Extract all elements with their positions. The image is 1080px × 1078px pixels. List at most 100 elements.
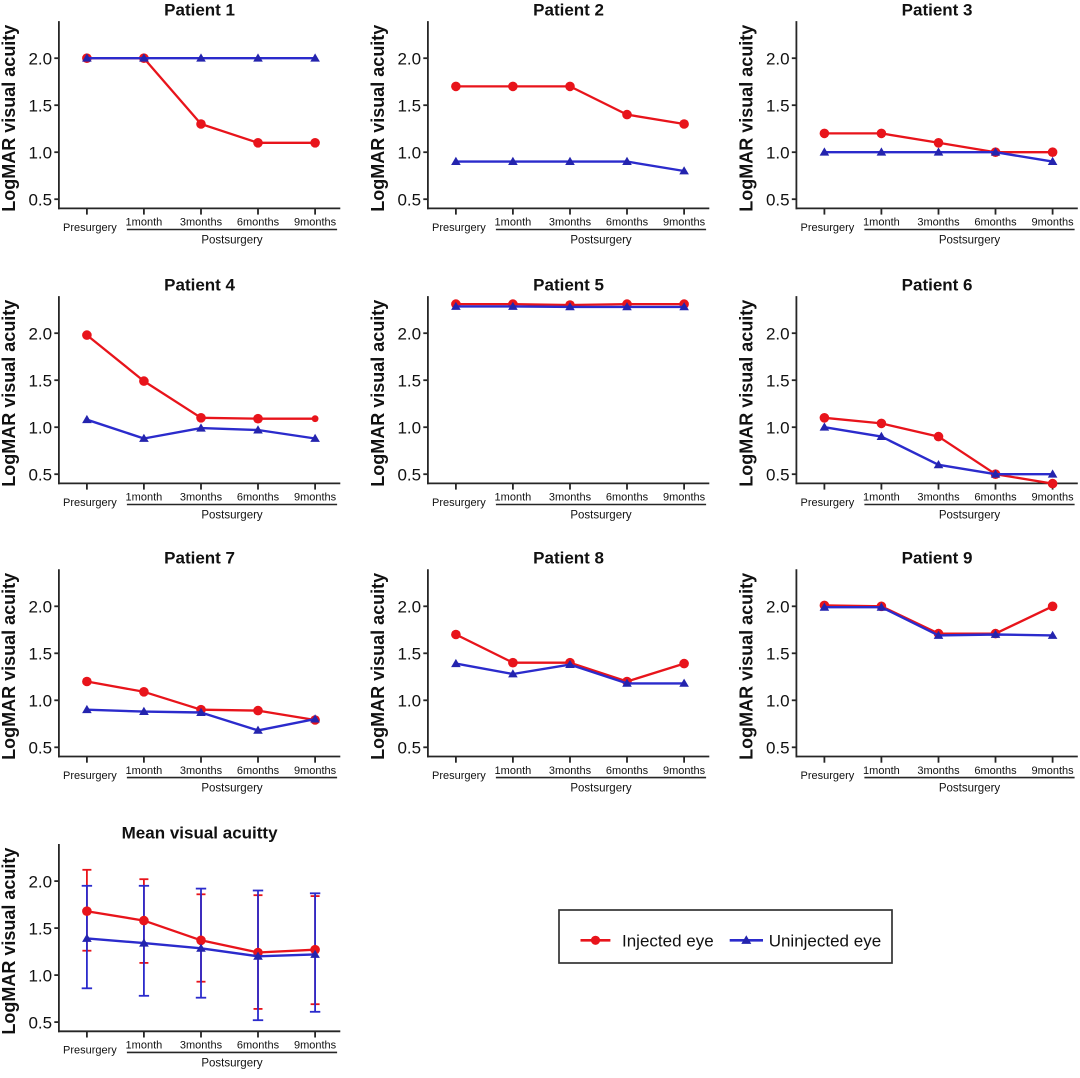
svg-text:Postsurgery: Postsurgery xyxy=(939,235,1001,247)
svg-text:6months: 6months xyxy=(237,1040,280,1052)
svg-text:1.5: 1.5 xyxy=(397,645,421,664)
svg-text:1.5: 1.5 xyxy=(28,371,52,390)
svg-text:6months: 6months xyxy=(237,217,280,229)
svg-text:3months: 3months xyxy=(917,765,960,777)
svg-text:0.5: 0.5 xyxy=(766,190,790,209)
svg-text:9months: 9months xyxy=(663,765,706,777)
svg-text:0.5: 0.5 xyxy=(766,465,790,484)
svg-text:6months: 6months xyxy=(974,765,1017,777)
svg-text:3months: 3months xyxy=(180,217,223,229)
svg-text:Patient 7: Patient 7 xyxy=(164,549,235,568)
svg-text:2.0: 2.0 xyxy=(397,598,421,617)
svg-text:1.0: 1.0 xyxy=(766,692,790,711)
svg-text:LogMAR visual acuity: LogMAR visual acuity xyxy=(368,300,388,487)
svg-text:3months: 3months xyxy=(180,492,223,504)
svg-text:2.0: 2.0 xyxy=(28,49,52,68)
svg-text:3months: 3months xyxy=(917,217,960,229)
svg-text:Presurgery: Presurgery xyxy=(432,222,486,234)
svg-text:Patient 8: Patient 8 xyxy=(533,549,604,568)
svg-text:0.5: 0.5 xyxy=(397,739,421,758)
svg-text:Patient 9: Patient 9 xyxy=(902,549,973,568)
svg-text:1month: 1month xyxy=(126,765,163,777)
svg-text:2.0: 2.0 xyxy=(28,324,52,343)
svg-text:2.0: 2.0 xyxy=(397,49,421,68)
svg-text:9months: 9months xyxy=(663,492,706,504)
svg-text:1month: 1month xyxy=(495,492,532,504)
svg-text:9months: 9months xyxy=(663,217,706,229)
svg-text:9months: 9months xyxy=(294,765,337,777)
svg-text:Presurgery: Presurgery xyxy=(63,497,117,509)
svg-text:LogMAR visual acuity: LogMAR visual acuity xyxy=(0,300,19,487)
svg-text:1month: 1month xyxy=(863,765,900,777)
svg-text:3months: 3months xyxy=(549,217,592,229)
svg-text:Presurgery: Presurgery xyxy=(63,1045,117,1057)
svg-text:1.0: 1.0 xyxy=(28,692,52,711)
svg-text:1.0: 1.0 xyxy=(28,143,52,162)
svg-text:9months: 9months xyxy=(1031,492,1074,504)
svg-text:Postsurgery: Postsurgery xyxy=(201,1058,263,1070)
svg-text:Postsurgery: Postsurgery xyxy=(570,783,632,795)
svg-text:LogMAR visual acuity: LogMAR visual acuity xyxy=(736,300,756,487)
svg-text:1.5: 1.5 xyxy=(28,96,52,115)
svg-text:9months: 9months xyxy=(294,217,337,229)
svg-text:3months: 3months xyxy=(549,492,592,504)
svg-text:1.0: 1.0 xyxy=(397,692,421,711)
svg-text:1.0: 1.0 xyxy=(766,143,790,162)
svg-text:9months: 9months xyxy=(1031,217,1074,229)
svg-text:Patient 2: Patient 2 xyxy=(533,1,604,20)
svg-text:Patient 4: Patient 4 xyxy=(164,276,235,295)
svg-text:Presurgery: Presurgery xyxy=(801,222,855,234)
svg-text:1.5: 1.5 xyxy=(28,919,52,938)
svg-text:1.0: 1.0 xyxy=(28,966,52,985)
svg-text:3months: 3months xyxy=(180,1040,223,1052)
svg-text:LogMAR visual acuity: LogMAR visual acuity xyxy=(368,25,388,212)
svg-text:LogMAR visual acuity: LogMAR visual acuity xyxy=(736,25,756,212)
svg-text:1month: 1month xyxy=(126,492,163,504)
svg-text:Patient 1: Patient 1 xyxy=(164,1,235,20)
svg-text:Postsurgery: Postsurgery xyxy=(201,510,263,522)
svg-text:1.5: 1.5 xyxy=(766,371,790,390)
svg-text:1month: 1month xyxy=(863,492,900,504)
svg-text:1.5: 1.5 xyxy=(397,371,421,390)
svg-text:2.0: 2.0 xyxy=(28,598,52,617)
svg-text:0.5: 0.5 xyxy=(766,739,790,758)
svg-text:2.0: 2.0 xyxy=(766,324,790,343)
svg-text:1.0: 1.0 xyxy=(28,418,52,437)
svg-text:2.0: 2.0 xyxy=(766,49,790,68)
svg-text:3months: 3months xyxy=(180,765,223,777)
svg-text:0.5: 0.5 xyxy=(397,190,421,209)
svg-text:2.0: 2.0 xyxy=(766,598,790,617)
svg-text:6months: 6months xyxy=(606,492,649,504)
svg-text:0.5: 0.5 xyxy=(28,465,52,484)
svg-text:Presurgery: Presurgery xyxy=(432,770,486,782)
svg-text:1month: 1month xyxy=(863,217,900,229)
svg-text:Mean visual acuitty: Mean visual acuitty xyxy=(122,824,278,843)
svg-text:LogMAR visual acuity: LogMAR visual acuity xyxy=(0,573,19,760)
svg-text:1month: 1month xyxy=(495,765,532,777)
svg-text:6months: 6months xyxy=(237,492,280,504)
svg-text:Patient 6: Patient 6 xyxy=(902,276,973,295)
svg-text:Presurgery: Presurgery xyxy=(63,222,117,234)
svg-text:6months: 6months xyxy=(606,217,649,229)
svg-text:6months: 6months xyxy=(606,765,649,777)
svg-text:Postsurgery: Postsurgery xyxy=(570,510,632,522)
svg-text:Patient 5: Patient 5 xyxy=(533,276,604,295)
svg-text:1.5: 1.5 xyxy=(766,645,790,664)
svg-text:Postsurgery: Postsurgery xyxy=(201,783,263,795)
svg-text:0.5: 0.5 xyxy=(28,190,52,209)
svg-text:Postsurgery: Postsurgery xyxy=(939,510,1001,522)
svg-text:1month: 1month xyxy=(495,217,532,229)
svg-text:0.5: 0.5 xyxy=(28,739,52,758)
svg-text:Postsurgery: Postsurgery xyxy=(939,783,1001,795)
svg-text:2.0: 2.0 xyxy=(28,872,52,891)
svg-text:9months: 9months xyxy=(1031,765,1074,777)
svg-text:Postsurgery: Postsurgery xyxy=(570,235,632,247)
svg-text:9months: 9months xyxy=(294,1040,337,1052)
svg-text:Presurgery: Presurgery xyxy=(801,497,855,509)
svg-text:1.0: 1.0 xyxy=(766,418,790,437)
svg-text:1.0: 1.0 xyxy=(397,143,421,162)
svg-text:1.0: 1.0 xyxy=(397,418,421,437)
svg-text:Presurgery: Presurgery xyxy=(432,497,486,509)
svg-text:Presurgery: Presurgery xyxy=(63,770,117,782)
svg-text:3months: 3months xyxy=(549,765,592,777)
